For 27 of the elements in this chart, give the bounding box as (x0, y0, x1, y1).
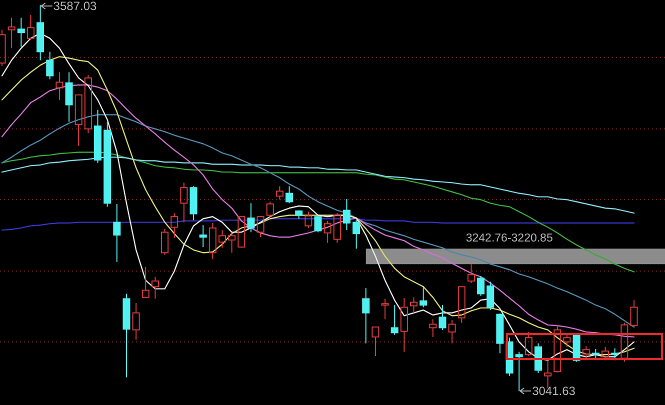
candlestick (410, 296, 418, 314)
candlestick (400, 298, 408, 352)
candlestick (74, 94, 82, 146)
candlestick (458, 286, 466, 324)
candlestick (390, 304, 398, 336)
candlestick (381, 298, 389, 320)
candlestick (56, 72, 64, 100)
candlestick (486, 281, 494, 311)
candlestick (8, 17, 16, 49)
candlestick (342, 198, 350, 231)
candlestick (94, 109, 102, 164)
annotation: 3041.63 (532, 384, 576, 398)
candlestick (199, 224, 207, 248)
candlestick (438, 304, 446, 330)
candlestick (36, 4, 44, 61)
candlestick (352, 220, 360, 250)
candlestick (65, 72, 73, 122)
candlestick (113, 203, 121, 262)
candlestick (17, 17, 25, 48)
annotation: 3587.03 (53, 0, 98, 13)
candlestick (180, 182, 188, 223)
band-label: 3242.76-3220.85 (466, 232, 553, 245)
candlestick (362, 288, 370, 344)
candlestick (544, 360, 552, 388)
candlestick (208, 222, 216, 260)
candlestick (132, 302, 140, 340)
candlestick (372, 326, 380, 357)
